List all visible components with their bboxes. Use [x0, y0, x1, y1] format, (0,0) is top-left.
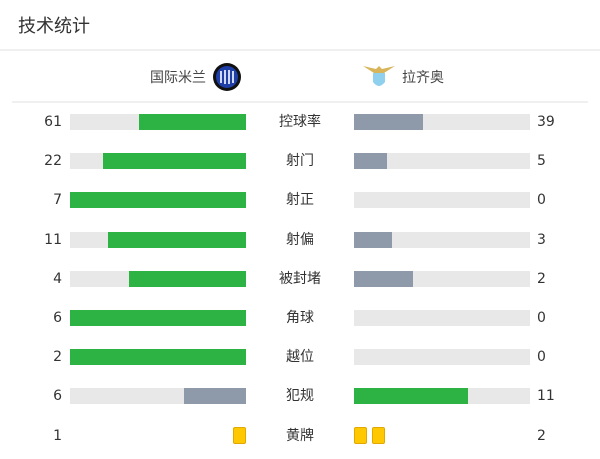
home-bar — [70, 349, 246, 366]
home-value: 1 — [53, 427, 62, 444]
home-bar-fill — [183, 388, 246, 405]
away-bar — [354, 388, 530, 405]
away-bar — [354, 153, 530, 170]
away-bar-fill — [354, 388, 468, 405]
yellow-card-icon — [233, 426, 246, 444]
stat-label: 控球率 — [279, 114, 321, 130]
away-value: 0 — [537, 349, 546, 366]
home-value: 2 — [53, 349, 62, 366]
away-value: 0 — [537, 310, 546, 326]
home-value: 61 — [44, 114, 62, 130]
home-bar — [70, 388, 246, 405]
divider — [12, 101, 588, 103]
away-bar — [354, 270, 530, 287]
stat-label: 被封堵 — [279, 270, 321, 287]
away-bar — [354, 192, 530, 209]
stat-row: 2 越位 0 — [0, 347, 600, 367]
home-cards — [233, 426, 246, 444]
stat-row: 7 射正 0 — [0, 190, 600, 210]
inter-milan-logo-icon — [213, 63, 241, 91]
stat-label: 犯规 — [286, 388, 314, 405]
home-bar-fill — [70, 192, 246, 209]
divider — [0, 49, 600, 51]
home-bar — [70, 231, 246, 248]
stat-row: 6 犯规 11 — [0, 386, 600, 406]
lazio-logo-icon — [363, 66, 395, 86]
yellow-card-icon — [372, 426, 385, 444]
home-bar — [70, 114, 246, 130]
stat-label: 射正 — [286, 192, 314, 209]
home-value: 4 — [53, 270, 62, 287]
away-bar-fill — [354, 153, 387, 170]
home-team-name: 国际米兰 — [150, 70, 206, 86]
away-value: 2 — [537, 427, 546, 444]
home-bar-fill — [70, 349, 246, 366]
home-bar — [70, 153, 246, 170]
home-team[interactable]: 国际米兰 — [150, 62, 242, 92]
stat-label: 黄牌 — [286, 427, 314, 444]
home-value: 22 — [44, 153, 62, 170]
home-bar-fill — [107, 231, 246, 248]
away-team[interactable]: 拉齐奥 — [362, 62, 444, 92]
stat-row: 61 控球率 39 — [0, 112, 600, 132]
stat-label: 射偏 — [286, 231, 314, 248]
home-bar-fill — [128, 270, 246, 287]
stat-label: 射门 — [286, 153, 314, 170]
home-bar-fill — [138, 114, 246, 130]
away-bar — [354, 310, 530, 326]
away-value: 11 — [537, 388, 555, 405]
home-bar-fill — [102, 153, 246, 170]
away-cards — [354, 426, 385, 444]
away-value: 3 — [537, 231, 546, 248]
away-value: 5 — [537, 153, 546, 170]
away-bar-fill — [354, 270, 413, 287]
away-value: 0 — [537, 192, 546, 209]
away-bar-fill — [354, 114, 423, 130]
home-value: 7 — [53, 192, 62, 209]
home-value: 6 — [53, 388, 62, 405]
page-title: 技术统计 — [18, 16, 90, 37]
home-bar — [70, 192, 246, 209]
home-bar — [70, 270, 246, 287]
away-bar — [354, 231, 530, 248]
home-bar — [70, 310, 246, 326]
away-value: 39 — [537, 114, 555, 130]
yellow-card-icon — [354, 426, 367, 444]
stat-row: 4 被封堵 2 — [0, 269, 600, 289]
stat-row: 22 射门 5 — [0, 151, 600, 171]
stat-label: 角球 — [286, 310, 314, 326]
home-bar-fill — [70, 310, 246, 326]
away-team-name: 拉齐奥 — [402, 70, 444, 86]
stat-row: 6 角球 0 — [0, 308, 600, 328]
stat-row: 11 射偏 3 — [0, 230, 600, 250]
away-bar — [354, 349, 530, 366]
away-bar-fill — [354, 231, 392, 248]
away-value: 2 — [537, 270, 546, 287]
home-value: 6 — [53, 310, 62, 326]
home-value: 11 — [44, 231, 62, 248]
away-bar — [354, 114, 530, 130]
stat-row: 1 黄牌 2 — [0, 426, 600, 446]
stat-label: 越位 — [286, 349, 314, 366]
